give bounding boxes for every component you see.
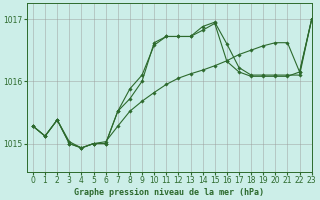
X-axis label: Graphe pression niveau de la mer (hPa): Graphe pression niveau de la mer (hPa) bbox=[74, 188, 264, 197]
